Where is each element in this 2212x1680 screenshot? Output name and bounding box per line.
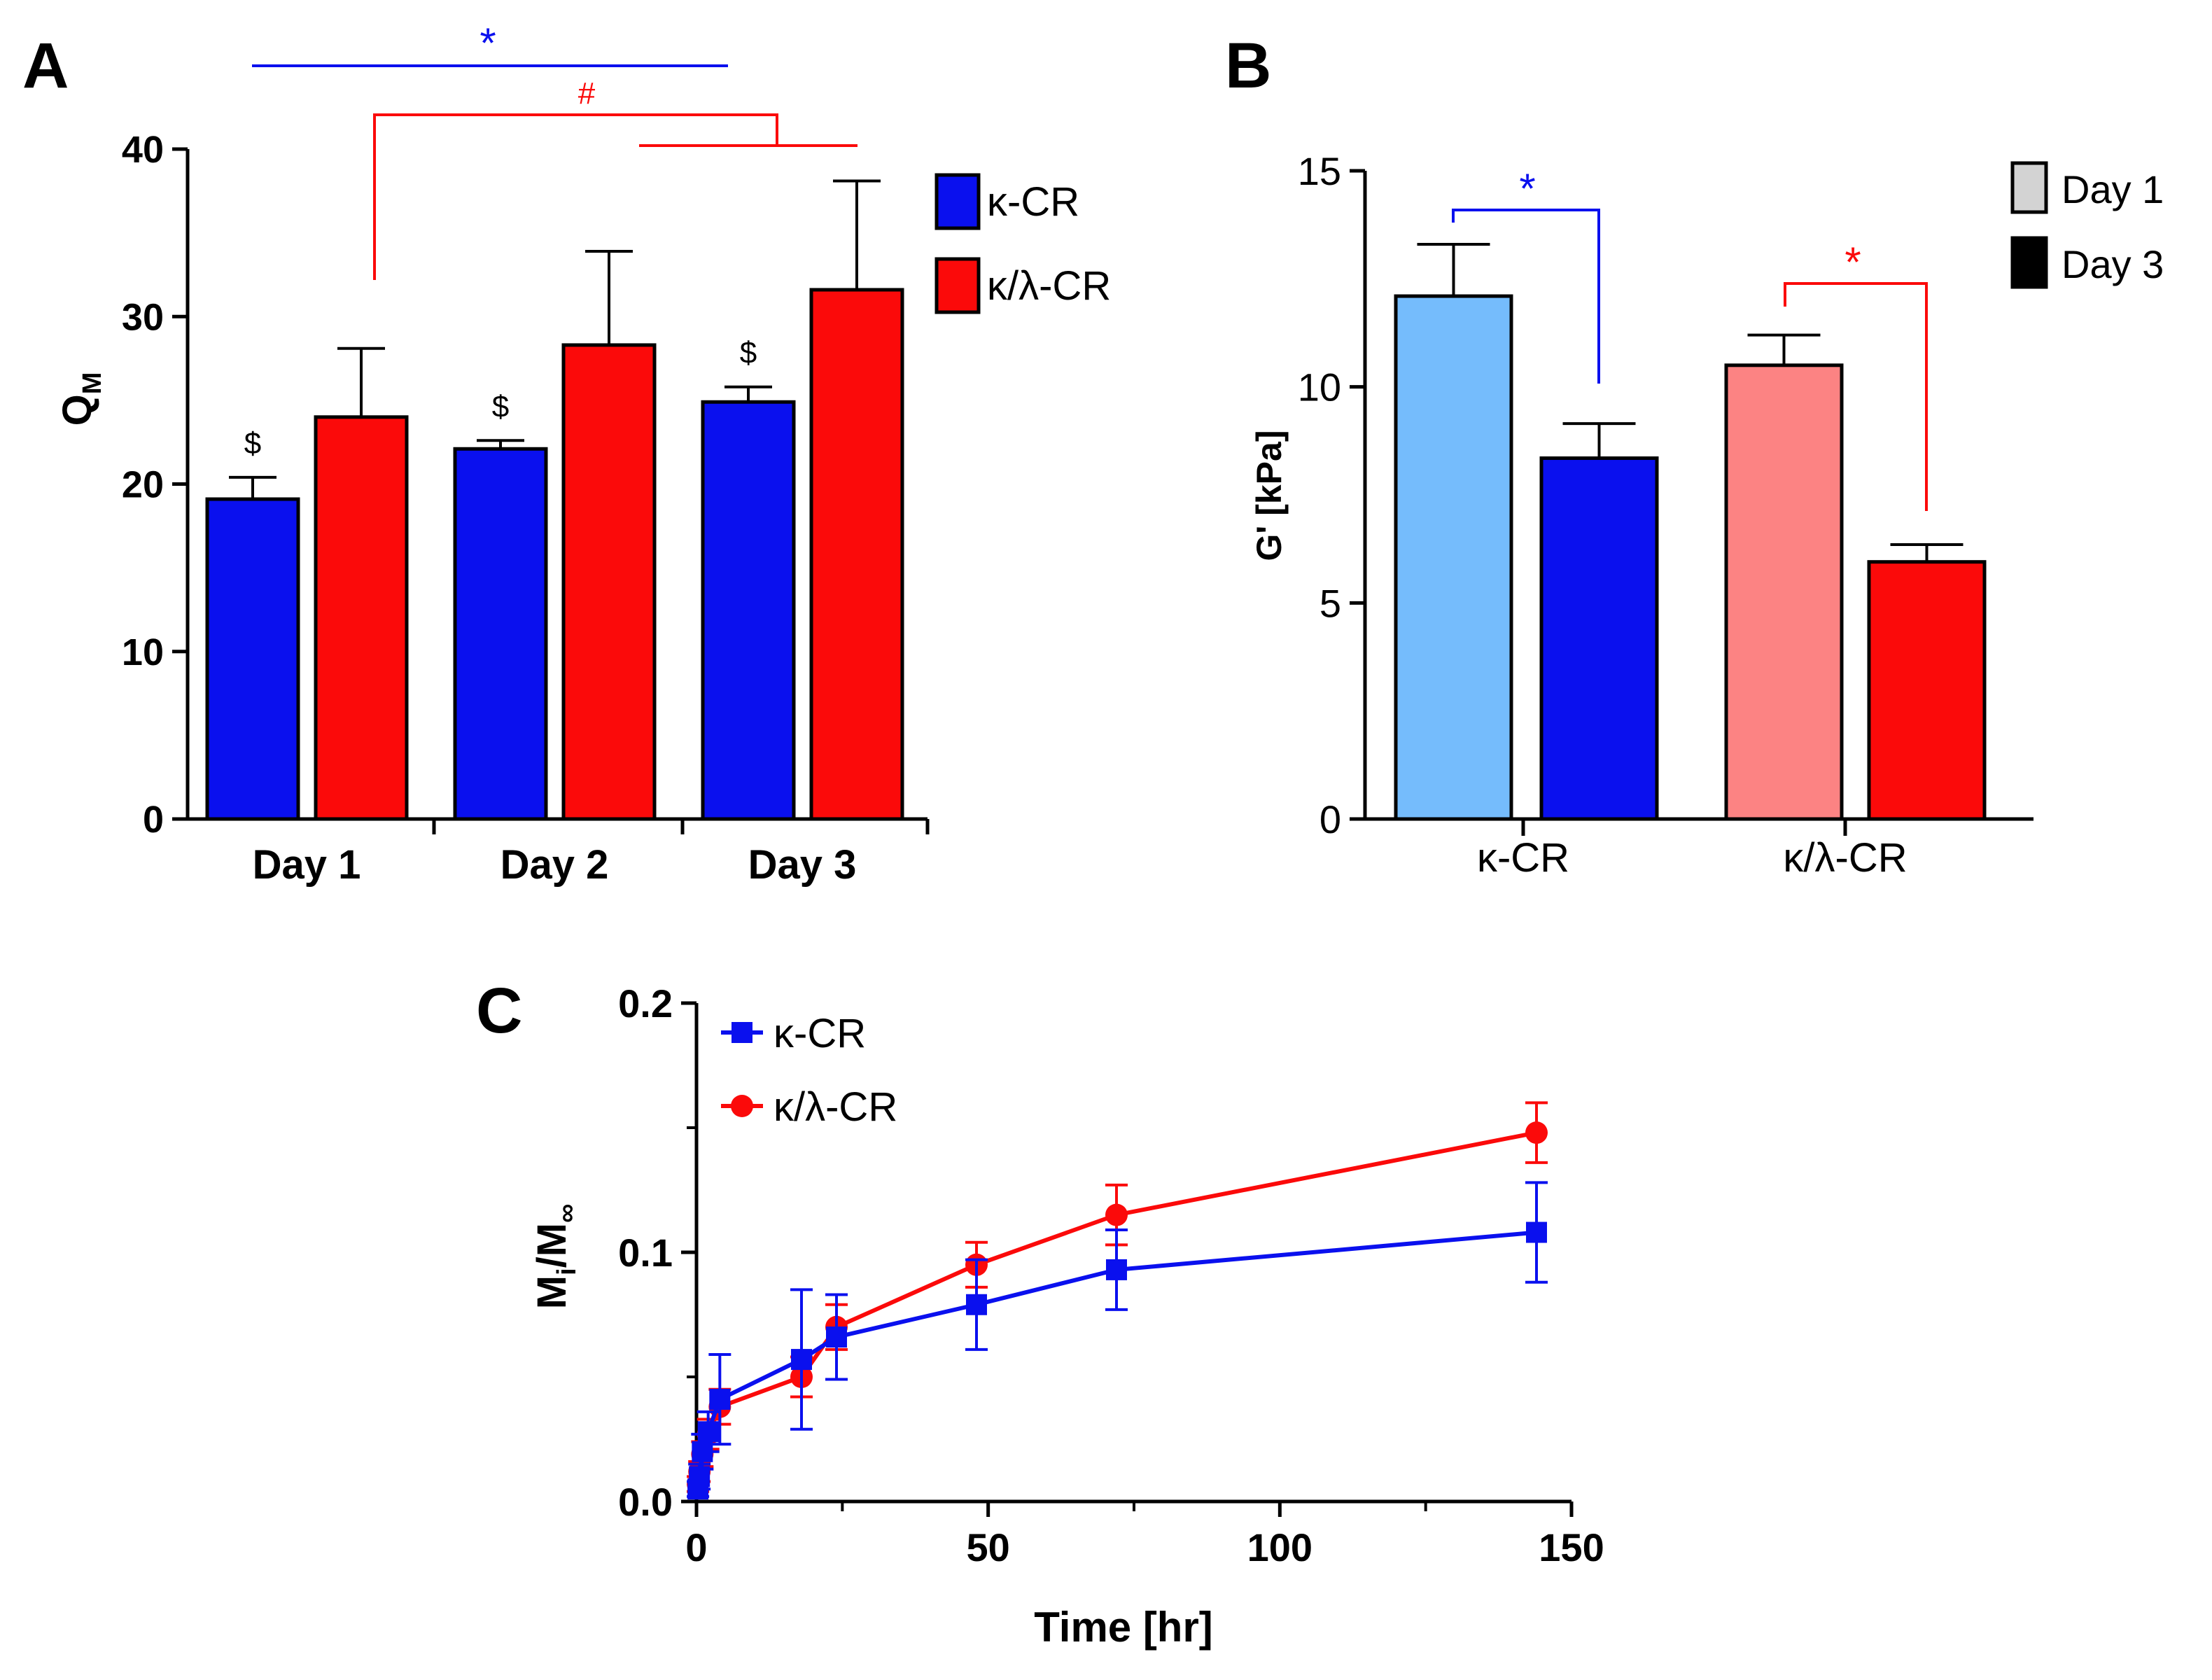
significance-dollar: $ — [492, 389, 509, 424]
significance-bracket-blue — [1452, 209, 1600, 384]
bar — [1724, 363, 1844, 821]
significance-dollar: $ — [244, 426, 261, 461]
panel-b-chart: 0 5 10 15 κ-CR κ/λ-CR G' [kPa] * * Day 1 Day 3 — [1250, 149, 2164, 881]
data-point — [1526, 1222, 1547, 1243]
y-axis-label: G' [kPa] — [1250, 430, 1289, 561]
significance-bracket-red — [373, 113, 778, 280]
x-tick-label: 0 — [685, 1525, 707, 1569]
x-tick-label: Day 2 — [500, 842, 609, 888]
panel-label-c: C — [476, 975, 522, 1046]
legend-label: κ-CR — [774, 1011, 866, 1056]
legend-label: κ-CR — [987, 179, 1079, 225]
data-point — [692, 1441, 713, 1462]
y-tick-label: 10 — [122, 631, 164, 673]
bar — [701, 400, 796, 821]
legend-swatch — [934, 173, 981, 230]
x-tick-label: κ/λ-CR — [1783, 835, 1907, 881]
significance-hash-red: # — [578, 76, 596, 111]
y-axis-label: QM — [55, 372, 107, 426]
bar — [1867, 560, 1987, 821]
y-tick-label: 5 — [1320, 581, 1341, 625]
y-tick-label: 20 — [122, 464, 164, 506]
bar — [1539, 456, 1659, 821]
y-tick-label: 10 — [1298, 365, 1341, 410]
legend-swatch — [2010, 161, 2048, 214]
bar — [809, 288, 904, 821]
data-point — [1106, 1259, 1127, 1280]
y-tick-label: 0 — [143, 799, 164, 841]
data-point — [791, 1349, 812, 1371]
x-tick-label: 100 — [1247, 1525, 1312, 1569]
y-axis-label: Mi/M∞ — [529, 1204, 582, 1309]
significance-star-blue: * — [1519, 165, 1535, 212]
legend-swatch — [934, 257, 981, 314]
significance-star-blue: * — [479, 20, 496, 66]
y-tick-label: 0.2 — [618, 981, 673, 1026]
legend-marker — [731, 1095, 753, 1117]
significance-star-red: * — [1844, 239, 1861, 286]
bar — [453, 447, 548, 821]
legend-label: Day 3 — [2062, 242, 2164, 286]
data-point — [1525, 1121, 1548, 1144]
bar — [1394, 294, 1513, 821]
bar — [314, 415, 409, 821]
x-tick-label: Day 1 — [253, 842, 361, 888]
panel-label-b: B — [1225, 30, 1271, 102]
legend-label: κ/λ-CR — [987, 263, 1111, 309]
x-tick-label: 50 — [967, 1525, 1010, 1569]
significance-bracket-red — [1784, 282, 1928, 511]
legend-marker — [732, 1022, 752, 1043]
legend-label: κ/λ-CR — [774, 1084, 897, 1130]
series-line — [696, 1230, 1537, 1490]
x-tick-label: 150 — [1539, 1525, 1604, 1569]
data-point — [826, 1326, 847, 1348]
data-point — [1105, 1203, 1128, 1226]
x-tick-label: κ-CR — [1477, 835, 1569, 881]
y-tick-label: 30 — [122, 296, 164, 338]
data-point — [709, 1389, 731, 1410]
y-tick-label: 0.1 — [618, 1231, 673, 1275]
data-point — [966, 1294, 987, 1315]
bar — [205, 497, 300, 821]
significance-dollar: $ — [740, 336, 757, 370]
panel-a-chart: 0 10 20 30 40 Day 1 Day 2 Day 3 QM $ $ $ * # κ-CR κ/λ-C… — [55, 20, 1111, 888]
bar — [561, 343, 657, 821]
y-tick-label: 0 — [1320, 797, 1341, 841]
y-tick-label: 40 — [122, 129, 164, 171]
legend-label: Day 1 — [2062, 167, 2164, 211]
data-point — [689, 1466, 710, 1488]
y-tick-label: 0.0 — [618, 1480, 673, 1524]
y-tick-label: 15 — [1298, 149, 1341, 193]
panel-label-a: A — [22, 30, 69, 102]
legend-swatch — [2010, 236, 2048, 289]
data-point — [697, 1421, 719, 1443]
panel-c-chart: 0.0 0.1 0.2 0 50 100 150 Time [hr] Mi/M∞ κ-CR κ/λ-… — [529, 981, 1604, 1651]
x-axis-label: Time [hr] — [1034, 1604, 1213, 1651]
x-tick-label: Day 3 — [748, 842, 857, 888]
